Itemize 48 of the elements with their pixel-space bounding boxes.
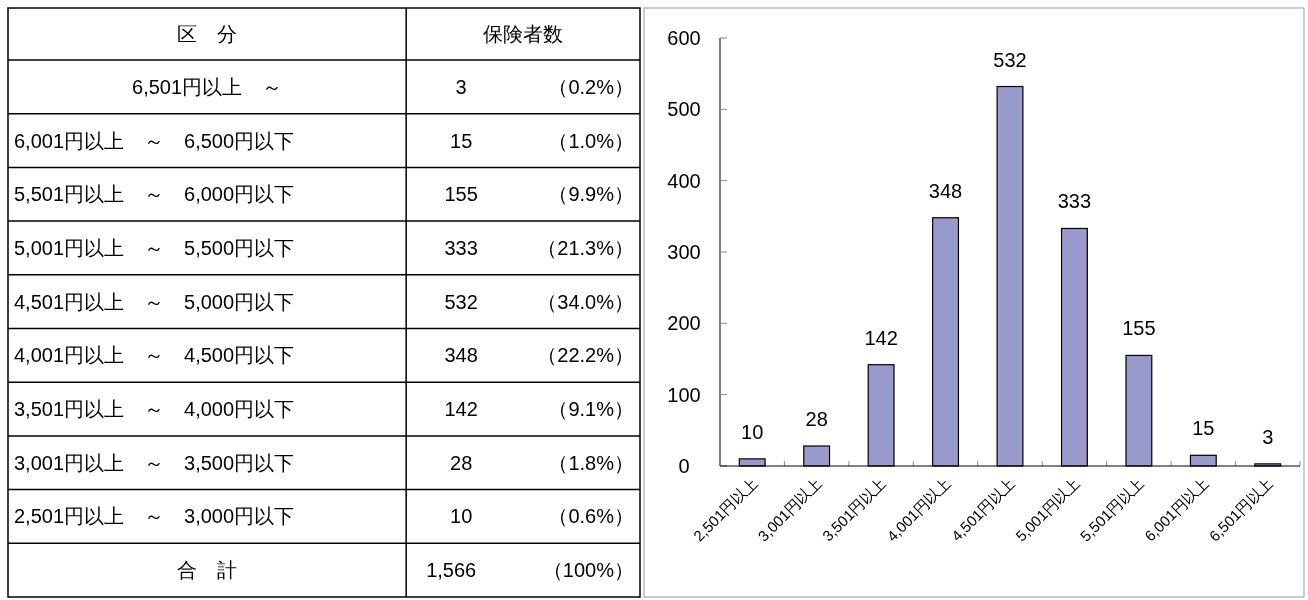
y-tick-label: 400	[667, 169, 701, 192]
data-label: 142	[864, 326, 898, 349]
y-tick-label: 300	[667, 241, 701, 263]
y-tick-label: 0	[678, 455, 690, 477]
text: 3	[455, 75, 467, 98]
text: （22.2%）	[537, 344, 634, 367]
data-label: 3	[1262, 425, 1274, 448]
category-label: 2,501円以上 ～ 3,000円以下	[14, 505, 295, 528]
text: 15	[450, 129, 473, 152]
data-label: 532	[993, 48, 1027, 71]
y-tick-label: 500	[667, 98, 701, 121]
category-label: 6,001円以上 ～ 6,500円以下	[14, 129, 295, 152]
y-tick-label: 200	[667, 312, 701, 335]
text: 保険者数	[483, 23, 564, 45]
data-label: 155	[1122, 317, 1156, 340]
text: 142	[444, 398, 478, 421]
text: （9.9%）	[548, 183, 634, 206]
text: 28	[450, 451, 473, 474]
category-label: 6,501円以上 ～	[132, 75, 283, 98]
text: （21.3%）	[537, 236, 634, 259]
category-label: 4,501円以上 ～ 5,000円以下	[14, 290, 295, 313]
category-label: 4,001円以上 ～ 4,500円以下	[14, 344, 295, 367]
y-tick-label: 100	[667, 383, 701, 406]
text: （1.8%）	[548, 451, 634, 474]
text: 10	[450, 505, 473, 528]
data-label: 28	[805, 408, 828, 431]
text: （0.2%）	[548, 75, 634, 98]
text: 1,566	[426, 559, 477, 582]
text: （34.0%）	[537, 290, 634, 313]
category-label: 5,001円以上 ～ 5,500円以下	[14, 236, 295, 259]
data-label: 333	[1057, 190, 1092, 213]
text: 区 分	[177, 23, 238, 45]
text: 532	[444, 290, 478, 313]
data-label: 348	[928, 179, 963, 202]
category-label: 合 計	[177, 559, 238, 582]
y-tick-label: 600	[667, 27, 701, 49]
text: （9.1%）	[548, 398, 634, 421]
text: 155	[444, 183, 478, 206]
category-label: 5,501円以上 ～ 6,000円以下	[14, 183, 295, 206]
text: （100%）	[542, 559, 634, 582]
text: 333	[444, 236, 478, 259]
data-label: 15	[1192, 417, 1215, 440]
category-label: 3,001円以上 ～ 3,500円以下	[14, 451, 295, 474]
category-label: 3,501円以上 ～ 4,000円以下	[14, 398, 295, 421]
text: 348	[444, 344, 478, 367]
text: （0.6%）	[548, 505, 634, 528]
data-label: 10	[741, 420, 764, 443]
text: （1.0%）	[548, 129, 634, 152]
